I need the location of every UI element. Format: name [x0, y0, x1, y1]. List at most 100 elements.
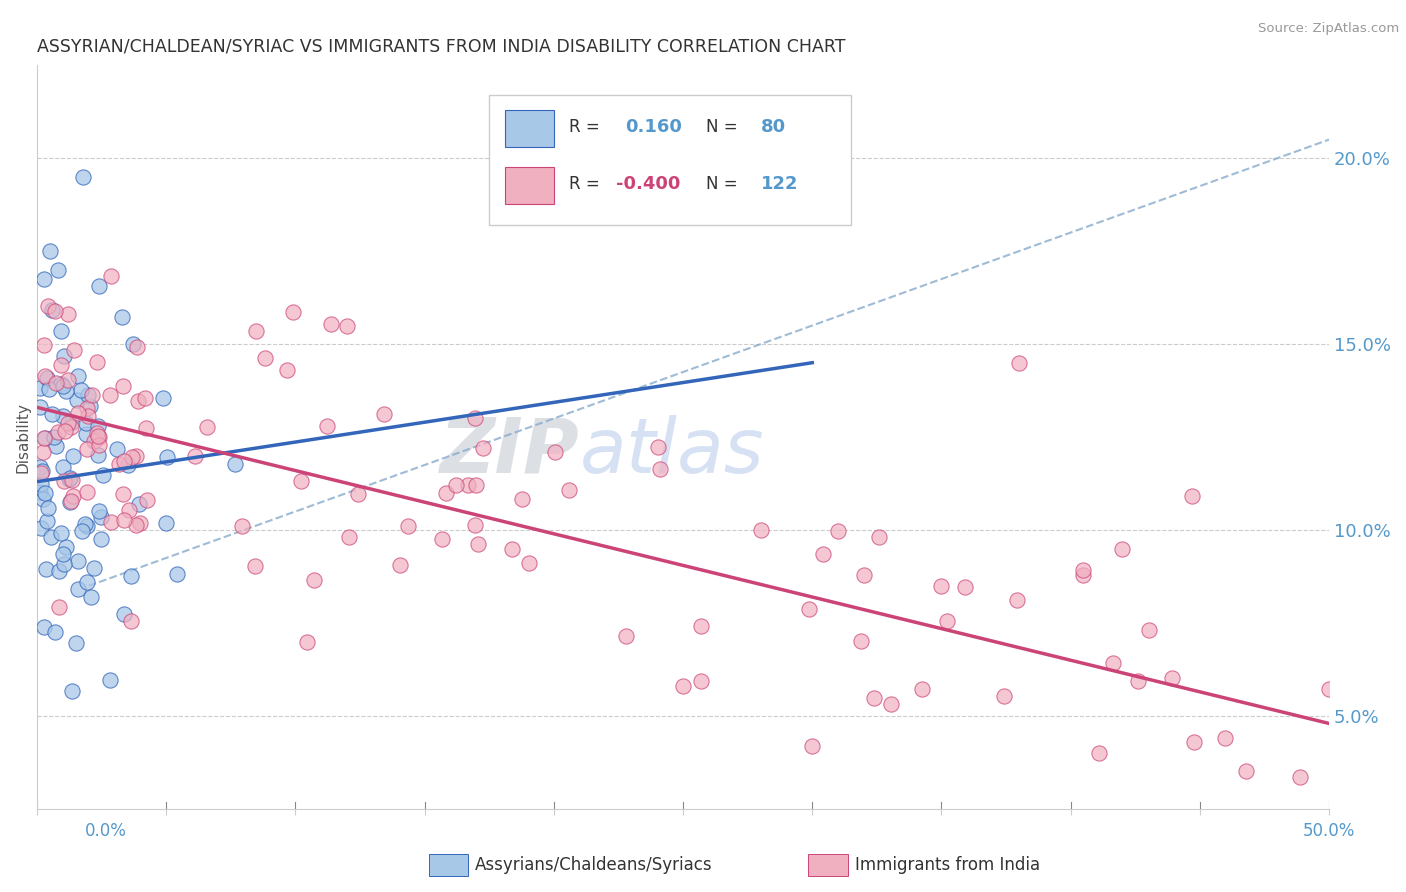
Point	[49, 359, 72, 373]
Point	[100, 515, 122, 529]
Point	[120, 614, 142, 628]
Point	[799, 602, 821, 616]
Point	[953, 580, 976, 594]
Point	[373, 408, 395, 422]
Text: 50.0%: 50.0%	[1302, 822, 1355, 839]
Point	[35, 371, 58, 385]
Point	[48, 564, 70, 578]
Point	[52, 557, 75, 571]
Point	[52, 378, 75, 392]
Point	[31, 464, 53, 478]
Point	[120, 569, 142, 583]
Point	[55, 540, 77, 554]
Point	[112, 454, 135, 468]
Point	[319, 317, 342, 331]
Point	[28, 460, 51, 475]
Point	[87, 429, 110, 443]
Point	[41, 302, 63, 317]
Point	[672, 679, 695, 693]
Text: 122: 122	[761, 175, 799, 194]
Point	[80, 388, 103, 402]
Point	[32, 491, 55, 506]
Point	[128, 496, 150, 510]
Point	[993, 689, 1015, 703]
Point	[224, 457, 246, 471]
FancyBboxPatch shape	[489, 95, 851, 225]
Point	[100, 268, 122, 283]
Point	[117, 458, 139, 472]
Point	[231, 518, 253, 533]
Point	[127, 393, 149, 408]
Point	[91, 467, 114, 482]
Point	[52, 547, 75, 561]
Point	[124, 449, 146, 463]
Point	[89, 278, 111, 293]
Point	[76, 485, 98, 500]
Point	[53, 349, 76, 363]
Point	[34, 368, 56, 383]
Text: N =: N =	[706, 175, 738, 194]
Point	[1289, 770, 1312, 784]
Point	[152, 391, 174, 405]
Point	[30, 521, 52, 535]
Point	[647, 440, 669, 454]
Point	[42, 429, 65, 443]
Point	[58, 472, 80, 486]
Point	[134, 391, 156, 405]
Point	[290, 474, 312, 488]
Point	[60, 420, 83, 434]
Point	[457, 477, 479, 491]
Point	[51, 525, 73, 540]
Y-axis label: Disability: Disability	[15, 401, 30, 473]
Point	[37, 300, 59, 314]
Point	[121, 450, 143, 464]
Point	[1102, 656, 1125, 670]
Point	[184, 449, 207, 463]
Point	[86, 448, 108, 462]
Point	[75, 416, 97, 430]
Point	[28, 381, 51, 395]
Point	[862, 691, 884, 706]
Point	[76, 409, 98, 424]
Point	[32, 619, 55, 633]
Point	[75, 426, 97, 441]
Point	[880, 697, 903, 711]
Point	[45, 376, 67, 391]
Point	[1005, 593, 1028, 607]
Point	[127, 340, 149, 354]
Point	[28, 485, 51, 500]
Text: 80: 80	[761, 118, 786, 136]
Point	[31, 445, 53, 459]
Point	[56, 417, 79, 431]
Point	[851, 634, 873, 648]
Point	[396, 519, 419, 533]
Point	[118, 503, 141, 517]
Point	[543, 445, 565, 459]
Point	[1181, 489, 1204, 503]
Point	[32, 337, 55, 351]
Point	[444, 478, 467, 492]
Point	[464, 518, 486, 533]
Point	[72, 169, 94, 184]
Point	[73, 516, 96, 531]
Point	[868, 530, 890, 544]
Point	[467, 537, 489, 551]
Point	[1137, 623, 1160, 637]
Point	[135, 493, 157, 508]
Point	[689, 673, 711, 688]
Point	[295, 635, 318, 649]
Point	[472, 441, 495, 455]
Point	[79, 399, 101, 413]
Point	[32, 431, 55, 445]
Point	[1088, 747, 1111, 761]
Point	[87, 419, 110, 434]
Point	[86, 355, 108, 369]
Point	[38, 382, 60, 396]
Point	[129, 516, 152, 530]
Point	[276, 363, 298, 377]
Point	[76, 574, 98, 589]
Point	[46, 262, 69, 277]
Text: 0.0%: 0.0%	[84, 822, 127, 839]
Point	[98, 673, 121, 687]
Point	[245, 324, 267, 338]
